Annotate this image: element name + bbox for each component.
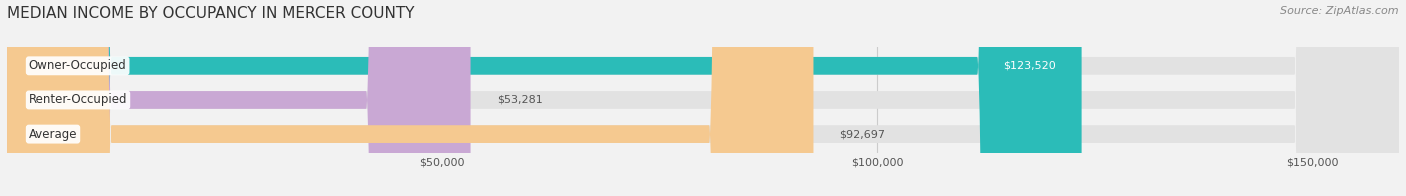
Text: $92,697: $92,697 xyxy=(839,129,886,139)
Text: $123,520: $123,520 xyxy=(1002,61,1056,71)
FancyBboxPatch shape xyxy=(7,0,814,196)
Text: $53,281: $53,281 xyxy=(496,95,543,105)
FancyBboxPatch shape xyxy=(7,0,1399,196)
FancyBboxPatch shape xyxy=(7,0,1081,196)
FancyBboxPatch shape xyxy=(7,0,1399,196)
Text: Owner-Occupied: Owner-Occupied xyxy=(28,59,127,72)
Text: Source: ZipAtlas.com: Source: ZipAtlas.com xyxy=(1281,6,1399,16)
FancyBboxPatch shape xyxy=(7,0,1399,196)
Text: MEDIAN INCOME BY OCCUPANCY IN MERCER COUNTY: MEDIAN INCOME BY OCCUPANCY IN MERCER COU… xyxy=(7,6,415,21)
Text: Renter-Occupied: Renter-Occupied xyxy=(28,93,128,106)
FancyBboxPatch shape xyxy=(7,0,471,196)
Text: Average: Average xyxy=(28,128,77,141)
